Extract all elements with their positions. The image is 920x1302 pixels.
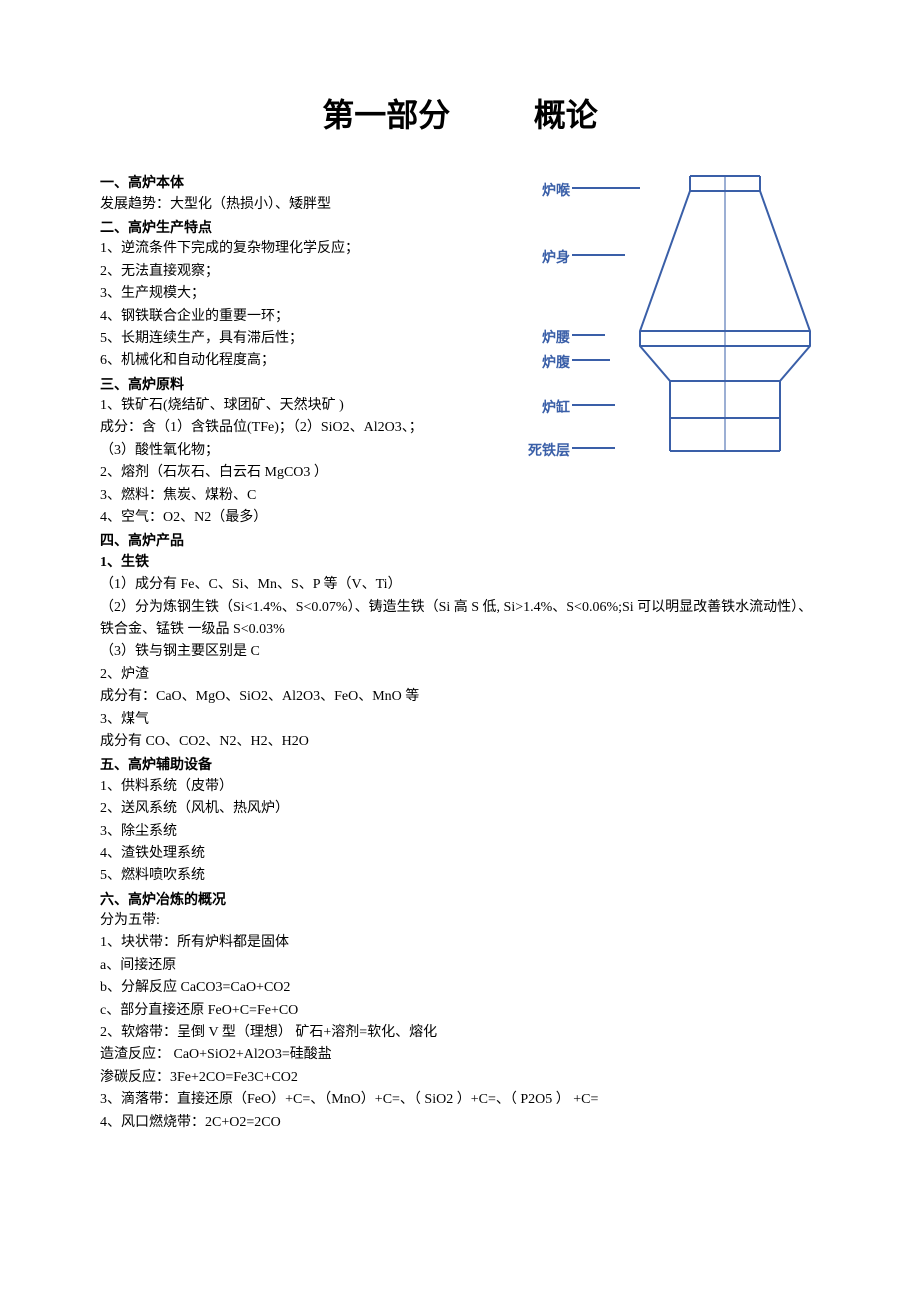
body-line: 1、生铁	[100, 552, 820, 574]
body-line: 1、块状带：所有炉料都是固体	[100, 932, 820, 954]
body-line: 造渣反应： CaO+SiO2+Al2O3=硅酸盐	[100, 1044, 820, 1066]
content-wrap: 炉喉炉身炉腰炉腹炉缸死铁层 一、高炉本体发展趋势：大型化（热损小）、矮胖型二、高…	[100, 171, 820, 1134]
section-header: 六、高炉冶炼的概况	[100, 888, 820, 910]
furnace-diagram: 炉喉炉身炉腰炉腹炉缸死铁层	[510, 171, 820, 471]
body-line: 4、风口燃烧带：2C+O2=2CO	[100, 1112, 820, 1134]
body-line: （1）成分有 Fe、C、Si、Mn、S、P 等（V、Ti）	[100, 574, 820, 596]
furnace-part-label: 炉喉	[510, 179, 570, 201]
body-line: 分为五带:	[100, 910, 820, 932]
body-line: 渗碳反应：3Fe+2CO=Fe3C+CO2	[100, 1067, 820, 1089]
body-line: 成分有：CaO、MgO、SiO2、Al2O3、FeO、MnO 等	[100, 686, 820, 708]
title-part2: 概论	[534, 90, 598, 141]
body-line: a、间接还原	[100, 955, 820, 977]
body-line: 4、渣铁处理系统	[100, 843, 820, 865]
body-line: 5、燃料喷吹系统	[100, 865, 820, 887]
body-line: 成分有 CO、CO2、N2、H2、H2O	[100, 731, 820, 753]
furnace-part-label: 死铁层	[510, 439, 570, 461]
section-header: 五、高炉辅助设备	[100, 753, 820, 775]
body-line: b、分解反应 CaCO3=CaO+CO2	[100, 977, 820, 999]
body-line: 3、煤气	[100, 709, 820, 731]
body-line: （2）分为炼钢生铁（Si<1.4%、S<0.07%）、铸造生铁（Si 高 S 低…	[100, 597, 820, 642]
page-title-row: 第一部分 概论	[100, 90, 820, 141]
furnace-part-label: 炉缸	[510, 396, 570, 418]
body-line: 3、除尘系统	[100, 821, 820, 843]
section-header: 四、高炉产品	[100, 529, 820, 551]
body-line: 3、滴落带：直接还原（FeO）+C=、（MnO）+C=、（ SiO2 ）+C=、…	[100, 1089, 820, 1111]
furnace-part-label: 炉身	[510, 246, 570, 268]
body-line: 3、燃料：焦炭、煤粉、C	[100, 485, 820, 507]
body-line: （3）铁与钢主要区别是 C	[100, 641, 820, 663]
furnace-part-label: 炉腰	[510, 326, 570, 348]
body-line: 2、送风系统（风机、热风炉）	[100, 798, 820, 820]
furnace-svg	[510, 171, 820, 471]
furnace-part-label: 炉腹	[510, 351, 570, 373]
body-line: 4、空气：O2、N2（最多）	[100, 507, 820, 529]
title-part1: 第一部分	[322, 90, 450, 141]
body-line: 2、炉渣	[100, 664, 820, 686]
body-line: c、部分直接还原 FeO+C=Fe+CO	[100, 1000, 820, 1022]
body-line: 1、供料系统（皮带）	[100, 776, 820, 798]
body-line: 2、软熔带：呈倒 V 型（理想） 矿石+溶剂=软化、熔化	[100, 1022, 820, 1044]
